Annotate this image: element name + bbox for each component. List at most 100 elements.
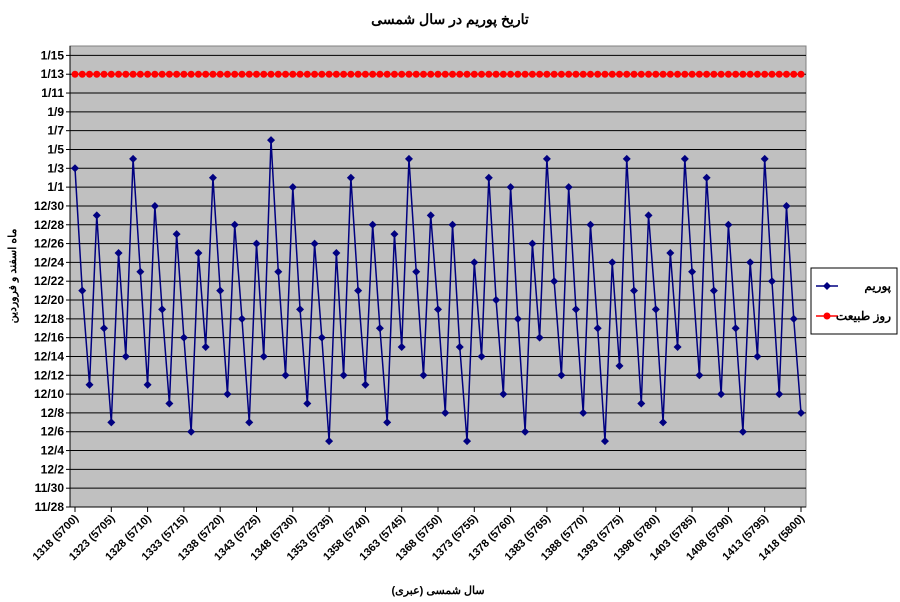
data-point: [281, 371, 290, 380]
data-point: [318, 70, 326, 78]
data-point: [637, 70, 645, 78]
data-point: [753, 70, 761, 78]
data-point: [129, 154, 138, 163]
data-point: [390, 70, 398, 78]
data-point: [739, 70, 747, 78]
data-point: [767, 277, 776, 286]
data-point: [761, 70, 769, 78]
data-point: [85, 380, 94, 389]
data-point: [122, 70, 130, 78]
data-point: [593, 324, 602, 333]
data-point: [245, 418, 254, 427]
data-point: [615, 361, 624, 370]
legend-box: [810, 267, 898, 335]
data-point: [165, 399, 174, 408]
data-point: [652, 70, 660, 78]
data-point: [492, 296, 501, 305]
data-point: [709, 286, 718, 295]
data-point: [586, 70, 594, 78]
data-point: [223, 70, 231, 78]
data-point: [136, 70, 144, 78]
data-point: [521, 70, 529, 78]
y-tick-label: 12/18: [34, 312, 64, 326]
data-point: [542, 154, 551, 163]
data-point: [412, 70, 420, 78]
data-point: [536, 70, 544, 78]
data-point: [238, 70, 246, 78]
data-point: [630, 286, 639, 295]
data-point: [688, 70, 696, 78]
data-point: [361, 380, 370, 389]
data-point: [695, 70, 703, 78]
data-point: [340, 70, 348, 78]
data-point: [144, 70, 152, 78]
data-point: [441, 408, 450, 417]
y-tick-label: 12/26: [34, 237, 64, 251]
data-point: [470, 70, 478, 78]
data-point: [659, 70, 667, 78]
data-point: [427, 70, 435, 78]
plot-area: [69, 45, 807, 508]
data-point: [354, 70, 362, 78]
data-point: [253, 70, 260, 78]
data-point: [194, 248, 203, 257]
data-point: [398, 70, 406, 78]
data-point: [405, 70, 413, 78]
data-point: [346, 173, 355, 182]
y-tick-label: 1/9: [47, 105, 64, 119]
data-point: [710, 70, 718, 78]
data-point: [150, 201, 159, 210]
data-point: [513, 314, 522, 323]
data-point: [717, 390, 726, 399]
data-point: [782, 201, 791, 210]
data-point: [731, 324, 740, 333]
data-point: [586, 220, 595, 229]
data-point: [449, 70, 457, 78]
data-point: [187, 70, 195, 78]
data-point: [368, 220, 377, 229]
data-point: [790, 70, 798, 78]
data-point: [376, 70, 384, 78]
data-point: [208, 173, 217, 182]
x-axis-title: سال شمسی (عبری): [391, 585, 484, 597]
data-point: [289, 70, 297, 78]
data-point: [645, 70, 653, 78]
y-tick-label: 11/30: [35, 481, 65, 495]
data-point: [738, 427, 747, 436]
data-point: [274, 70, 282, 78]
data-point: [434, 70, 442, 78]
data-point: [688, 267, 697, 276]
chart-title: تاریخ پوریم در سال شمسی: [371, 11, 529, 28]
data-point: [180, 70, 188, 78]
data-point: [463, 437, 472, 446]
y-tick-label: 1/1: [47, 180, 64, 194]
y-tick-label: 11/28: [35, 500, 65, 514]
data-point: [404, 154, 413, 163]
y-tick-label: 12/28: [34, 218, 64, 232]
data-point: [114, 248, 123, 257]
data-point: [746, 258, 755, 267]
data-point: [296, 305, 305, 314]
data-point: [92, 211, 101, 220]
y-tick-label: 12/4: [41, 444, 65, 458]
data-point: [173, 70, 181, 78]
data-point: [760, 154, 769, 163]
y-tick-label: 12/14: [34, 349, 64, 363]
data-point: [594, 70, 602, 78]
data-point: [354, 286, 363, 295]
data-point: [412, 267, 421, 276]
data-point: [456, 70, 464, 78]
data-point: [136, 267, 145, 276]
data-point: [717, 70, 725, 78]
y-tick-label: 12/30: [34, 199, 64, 213]
data-point: [267, 136, 276, 145]
data-point: [499, 70, 507, 78]
data-point: [521, 427, 530, 436]
data-point: [202, 70, 210, 78]
data-point: [507, 70, 515, 78]
data-point: [107, 418, 116, 427]
data-point: [237, 314, 246, 323]
data-point: [528, 239, 537, 248]
data-point: [746, 70, 754, 78]
